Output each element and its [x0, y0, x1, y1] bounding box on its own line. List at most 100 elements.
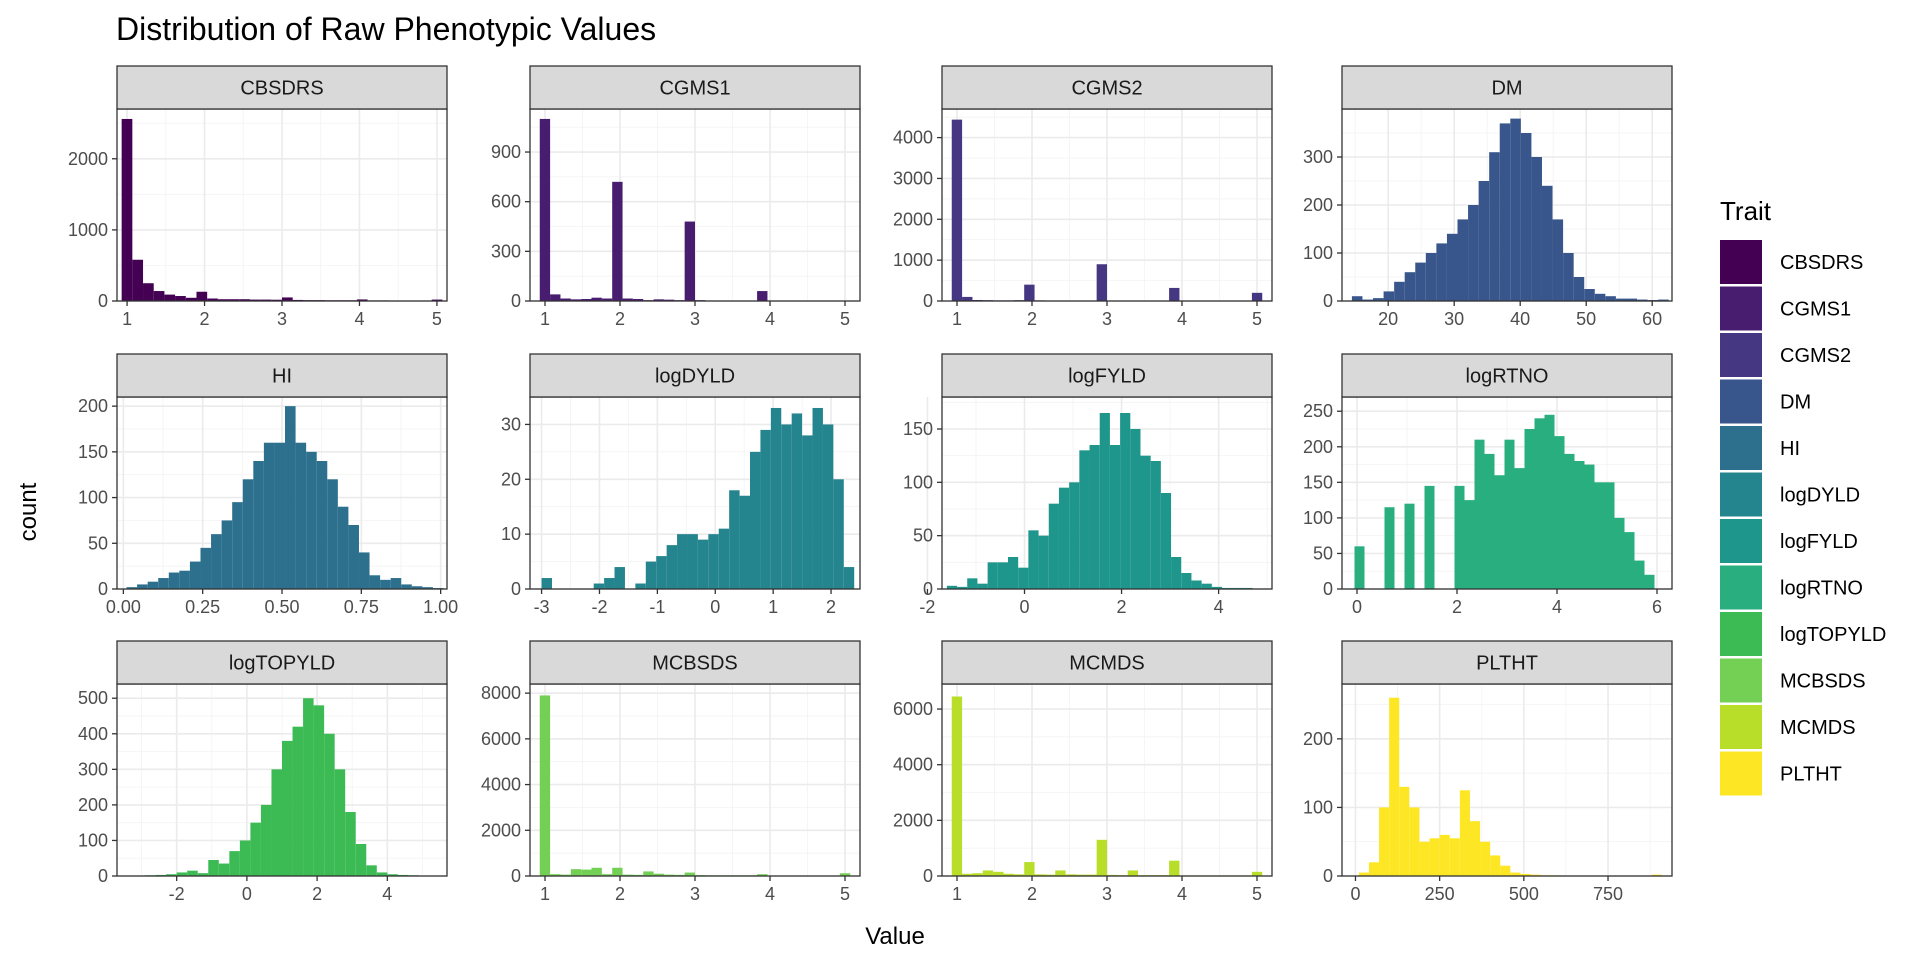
histogram-bar: [316, 461, 328, 589]
legend-key: [1720, 286, 1762, 331]
x-tick-label: 2: [826, 597, 836, 617]
histogram-bar: [137, 584, 148, 589]
histogram-bar: [208, 860, 219, 876]
histogram-bar: [253, 461, 264, 589]
facet-strip-label: PLTHT: [1476, 653, 1538, 675]
legend-label: HI: [1780, 438, 1800, 460]
histogram-bar: [369, 575, 381, 589]
legend-title: Trait: [1720, 196, 1772, 226]
histogram-bar: [1034, 874, 1045, 876]
x-tick-label: 20: [1378, 309, 1398, 329]
histogram-bar: [581, 869, 592, 876]
facet-strip: [529, 65, 861, 110]
legend-label: MCBSDS: [1780, 671, 1866, 693]
histogram-bar: [972, 873, 983, 876]
histogram-bar: [663, 299, 675, 301]
histogram-bar: [697, 539, 709, 589]
x-tick-label: 4: [1177, 884, 1187, 904]
x-tick-label: 250: [1425, 884, 1455, 904]
histogram-bar: [1594, 293, 1606, 301]
y-tick-label: 0: [1323, 866, 1333, 886]
histogram-bar: [207, 298, 218, 301]
histogram-bar: [197, 873, 209, 876]
y-tick-label: 0: [923, 579, 933, 599]
legend-label: logFYLD: [1780, 531, 1858, 553]
facet-strip: [116, 640, 448, 685]
facet-strip-label: logDYLD: [655, 366, 735, 388]
histogram-bar: [1211, 586, 1223, 589]
legend-key: [1720, 333, 1762, 377]
histogram-bar: [1594, 482, 1605, 589]
x-tick-label: 0: [1019, 597, 1029, 617]
histogram-bar: [1604, 482, 1615, 589]
histogram-bar: [358, 552, 370, 589]
legend-label: CGMS1: [1780, 299, 1851, 321]
facet-strip: [1341, 65, 1673, 110]
histogram-bar: [217, 299, 229, 301]
histogram-bar: [591, 297, 602, 301]
histogram-bar: [635, 583, 646, 589]
histogram-bar: [1634, 560, 1645, 589]
facet-strip-label: CBSDRS: [240, 78, 323, 100]
histogram-bar: [541, 578, 552, 589]
legend-item-dm: DM: [1720, 379, 1811, 424]
histogram-bar: [1499, 123, 1511, 302]
y-tick-label: 100: [78, 830, 108, 850]
x-tick-label: -2: [591, 597, 607, 617]
histogram-bar: [1384, 507, 1395, 589]
histogram-bar: [242, 479, 254, 589]
histogram-bar: [1573, 277, 1585, 301]
y-tick-label: 2000: [893, 810, 933, 830]
histogram-bar: [550, 874, 561, 876]
histogram-bar: [1425, 253, 1437, 301]
histogram-bar: [176, 872, 188, 876]
histogram-bar: [653, 873, 664, 876]
y-tick-label: 2000: [893, 209, 933, 229]
histogram-bar: [1605, 296, 1616, 301]
histogram-bar: [1169, 860, 1180, 876]
histogram-bar: [591, 867, 602, 876]
histogram-bar: [643, 871, 654, 876]
histogram-bar: [179, 570, 190, 589]
legend-key: [1720, 472, 1762, 517]
histogram-bar: [946, 585, 958, 589]
histogram-bar: [376, 872, 388, 876]
histogram-bar: [1191, 580, 1202, 589]
x-tick-label: -1: [649, 597, 665, 617]
histogram-bar: [666, 545, 678, 589]
histogram-bar: [750, 451, 761, 589]
x-tick-label: 4: [765, 884, 775, 904]
histogram-bar: [997, 562, 1008, 589]
histogram-bar: [1484, 453, 1495, 589]
legend-item-hi: HI: [1720, 426, 1800, 470]
histogram-bar: [791, 413, 803, 589]
legend-key: [1720, 751, 1762, 796]
histogram-bar: [401, 584, 412, 589]
y-tick-label: 4000: [893, 128, 933, 148]
chart-title: Distribution of Raw Phenotypic Values: [116, 11, 656, 47]
histogram-bar: [164, 294, 176, 301]
x-tick-label: 0: [1350, 884, 1360, 904]
x-tick-label: 4: [1214, 597, 1224, 617]
y-tick-label: 0: [511, 866, 521, 886]
histogram-bar: [614, 567, 625, 589]
histogram-bar: [962, 296, 973, 301]
histogram-bar: [770, 407, 782, 589]
histogram-bar: [1439, 834, 1450, 876]
legend-label: logRTNO: [1780, 578, 1863, 600]
legend-key: [1720, 612, 1762, 656]
histogram-bar: [604, 578, 615, 589]
legend-label: logDYLD: [1780, 485, 1860, 507]
x-tick-label: 0.25: [185, 597, 220, 617]
legend-label: logTOPYLD: [1780, 624, 1886, 646]
facet-strip-label: DM: [1491, 78, 1522, 100]
y-tick-label: 3000: [893, 168, 933, 188]
x-tick-label: 2: [312, 884, 322, 904]
histogram-bar: [337, 506, 349, 589]
facet-strip-label: MCMDS: [1069, 653, 1145, 675]
histogram-bar: [539, 118, 551, 302]
histogram-bar: [1429, 838, 1440, 876]
x-tick-label: 40: [1510, 309, 1530, 329]
y-tick-label: 150: [78, 442, 108, 462]
